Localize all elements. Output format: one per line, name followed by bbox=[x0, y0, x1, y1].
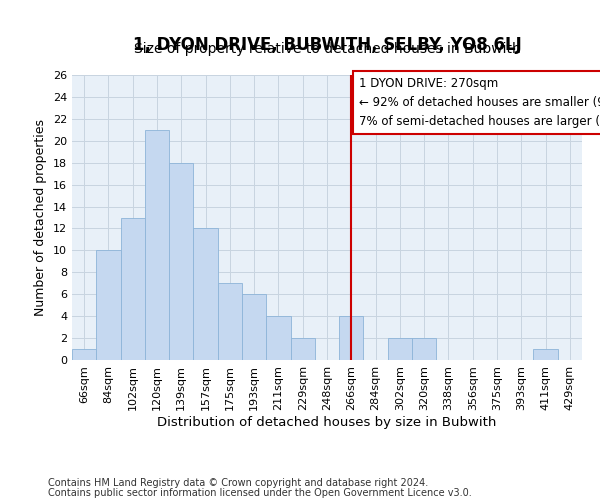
Text: Contains public sector information licensed under the Open Government Licence v3: Contains public sector information licen… bbox=[48, 488, 472, 498]
Bar bbox=[96, 250, 121, 360]
Bar bbox=[169, 162, 193, 360]
Text: 1 DYON DRIVE: 270sqm
← 92% of detached houses are smaller (94)
7% of semi-detach: 1 DYON DRIVE: 270sqm ← 92% of detached h… bbox=[359, 77, 600, 128]
X-axis label: Distribution of detached houses by size in Bubwith: Distribution of detached houses by size … bbox=[157, 416, 497, 428]
Bar bbox=[218, 284, 242, 360]
Bar bbox=[266, 316, 290, 360]
Bar bbox=[533, 349, 558, 360]
Bar bbox=[72, 349, 96, 360]
Bar bbox=[242, 294, 266, 360]
Bar bbox=[121, 218, 145, 360]
Y-axis label: Number of detached properties: Number of detached properties bbox=[34, 119, 47, 316]
Text: Contains HM Land Registry data © Crown copyright and database right 2024.: Contains HM Land Registry data © Crown c… bbox=[48, 478, 428, 488]
Bar bbox=[193, 228, 218, 360]
Bar bbox=[290, 338, 315, 360]
Text: Size of property relative to detached houses in Bubwith: Size of property relative to detached ho… bbox=[134, 42, 520, 56]
Title: 1, DYON DRIVE, BUBWITH, SELBY, YO8 6LJ: 1, DYON DRIVE, BUBWITH, SELBY, YO8 6LJ bbox=[133, 36, 521, 54]
Bar bbox=[145, 130, 169, 360]
Bar bbox=[339, 316, 364, 360]
Bar bbox=[388, 338, 412, 360]
Bar bbox=[412, 338, 436, 360]
